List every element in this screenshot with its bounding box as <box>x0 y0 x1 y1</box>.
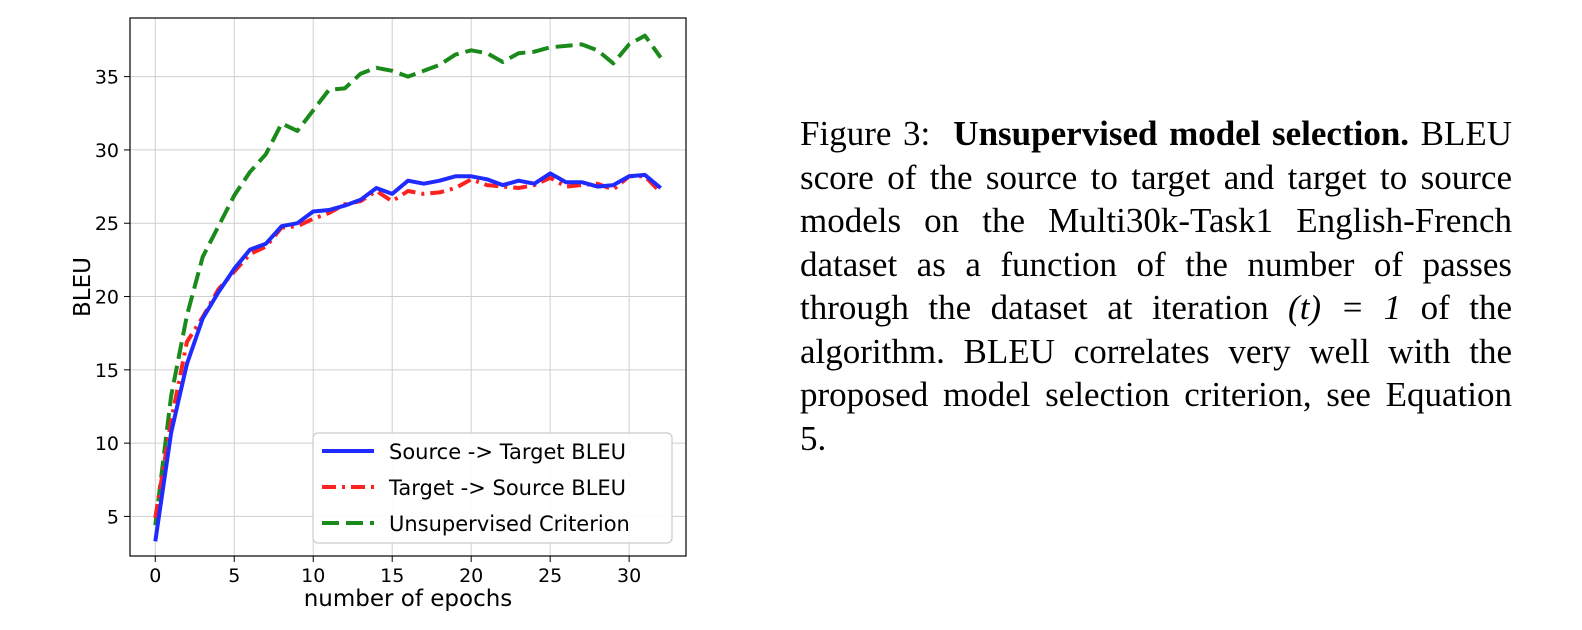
y-tick-label: 20 <box>95 287 119 309</box>
legend-label: Source -> Target BLEU <box>389 440 626 464</box>
y-tick-label: 5 <box>107 506 119 528</box>
plot-frame <box>129 17 687 557</box>
series-line-unsupervised-criterion <box>153 33 663 526</box>
legend-box <box>312 432 673 544</box>
x-tick-label: 25 <box>538 565 562 587</box>
y-tick-label: 30 <box>95 140 119 162</box>
legend-label: Target -> Source BLEU <box>388 476 626 500</box>
x-tick-label: 30 <box>617 565 641 587</box>
y-axis-label: BLEU <box>70 257 96 317</box>
series-line-source-target-bleu <box>153 171 662 542</box>
figure-caption: Figure 3: Unsupervised model selection. … <box>800 112 1512 460</box>
legend: Source -> Target BLEU Target -> Source BL… <box>312 432 673 544</box>
axis-ticks: 0 5 10 15 20 25 30 5 10 15 20 25 30 35 <box>95 67 641 587</box>
figure-label: Figure 3: <box>800 114 931 153</box>
x-axis-label: number of epochs <box>304 586 513 612</box>
caption-math: (t) = 1 <box>1288 288 1402 327</box>
x-tick-label: 15 <box>380 565 404 587</box>
series-lines <box>153 33 663 542</box>
caption-body-part2: of the algorithm. BLEU correlates very w… <box>800 288 1512 458</box>
y-tick-label: 35 <box>95 67 119 89</box>
x-tick-label: 5 <box>228 565 240 587</box>
legend-label: Unsupervised Criterion <box>389 512 630 536</box>
y-tick-label: 25 <box>95 213 119 235</box>
y-tick-label: 10 <box>95 433 119 455</box>
caption-body-part1: BLEU score of the source to target and t… <box>800 114 1512 327</box>
x-tick-label: 20 <box>459 565 483 587</box>
caption-title: Unsupervised model selection. <box>953 114 1410 153</box>
y-tick-label: 15 <box>95 360 119 382</box>
bleu-line-chart: 0 5 10 15 20 25 30 5 10 15 20 25 30 35 number of epoc… <box>70 17 687 612</box>
x-tick-label: 0 <box>149 565 161 587</box>
series-line-target-source-bleu <box>153 174 663 519</box>
x-tick-label: 10 <box>301 565 325 587</box>
